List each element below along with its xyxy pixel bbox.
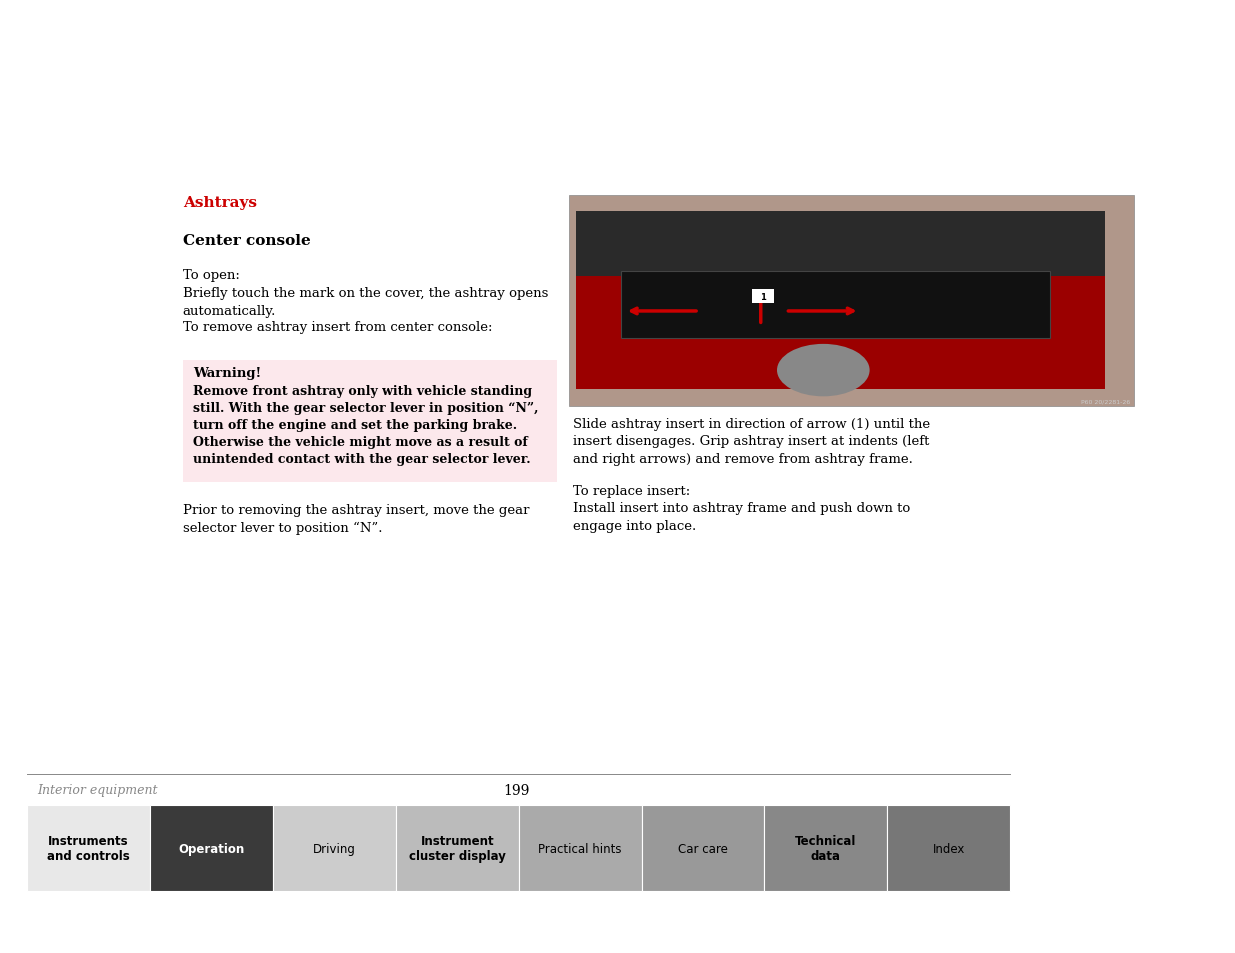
Text: Warning!: Warning! xyxy=(193,367,261,380)
Text: To open:
Briefly touch the mark on the cover, the ashtray opens
automatically.: To open: Briefly touch the mark on the c… xyxy=(183,269,548,317)
Bar xyxy=(764,805,887,891)
Text: Car care: Car care xyxy=(678,841,727,855)
Bar xyxy=(27,805,151,891)
Bar xyxy=(576,212,1105,276)
Text: To remove ashtray insert from center console:: To remove ashtray insert from center con… xyxy=(183,321,493,335)
Text: Prior to removing the ashtray insert, move the gear
selector lever to position “: Prior to removing the ashtray insert, mo… xyxy=(183,503,530,535)
Text: Center console: Center console xyxy=(183,233,310,248)
Text: Technical
data: Technical data xyxy=(795,834,857,862)
Bar xyxy=(887,805,1010,891)
Text: P60 20/2281-26: P60 20/2281-26 xyxy=(1081,399,1130,404)
Text: 1: 1 xyxy=(761,293,766,302)
Text: Slide ashtray insert in direction of arrow (1) until the
insert disengages. Grip: Slide ashtray insert in direction of arr… xyxy=(573,417,930,465)
Bar xyxy=(621,272,1050,338)
Bar xyxy=(151,805,273,891)
Text: Interior equipment: Interior equipment xyxy=(37,783,158,797)
Bar xyxy=(752,290,774,304)
Text: Operation: Operation xyxy=(178,841,245,855)
Bar xyxy=(395,805,519,891)
Bar xyxy=(576,216,1105,390)
Text: Ashtrays: Ashtrays xyxy=(183,195,257,210)
Text: Index: Index xyxy=(932,841,965,855)
Text: To replace insert:
Install insert into ashtray frame and push down to
engage int: To replace insert: Install insert into a… xyxy=(573,484,910,532)
Bar xyxy=(183,360,557,482)
Text: Remove front ashtray only with vehicle standing
still. With the gear selector le: Remove front ashtray only with vehicle s… xyxy=(193,385,538,465)
Text: Practical hints: Practical hints xyxy=(538,841,622,855)
Bar xyxy=(569,195,1134,407)
Text: Driving: Driving xyxy=(312,841,356,855)
Text: Instruments
and controls: Instruments and controls xyxy=(47,834,130,862)
Text: Instrument
cluster display: Instrument cluster display xyxy=(409,834,505,862)
Text: 199: 199 xyxy=(503,783,530,798)
Bar xyxy=(273,805,395,891)
Bar xyxy=(519,805,641,891)
Ellipse shape xyxy=(777,345,869,397)
Bar xyxy=(642,805,764,891)
